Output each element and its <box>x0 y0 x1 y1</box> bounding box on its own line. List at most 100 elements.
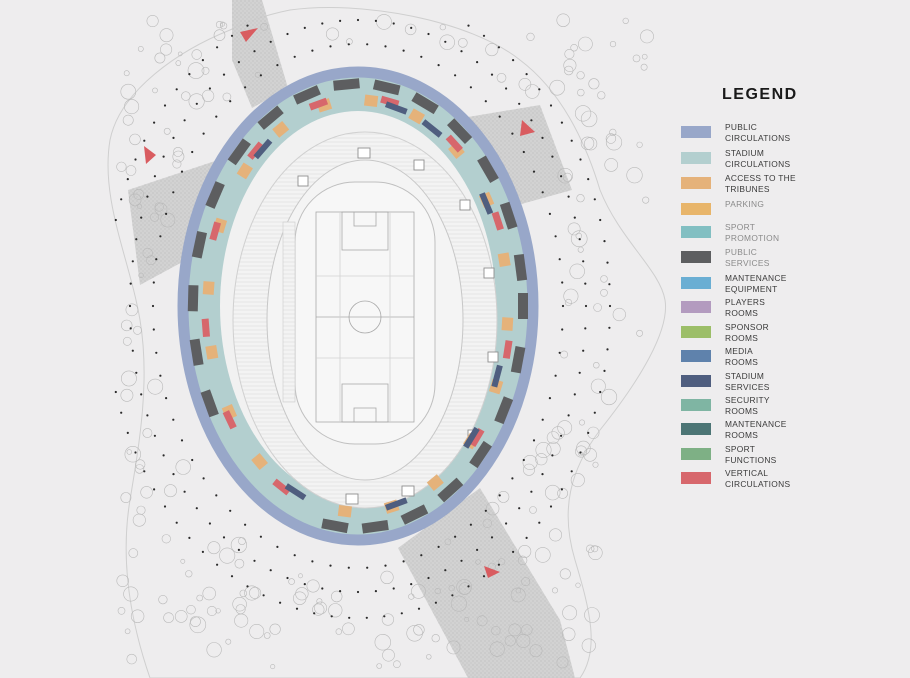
light-dot <box>347 43 350 46</box>
light-dot <box>538 521 541 524</box>
room-access-to-the-tribunes <box>205 344 219 360</box>
tree <box>206 605 217 616</box>
tree <box>202 586 216 601</box>
light-dot <box>222 536 226 539</box>
room-access-to-the-tribunes <box>236 162 253 180</box>
tree-canopy <box>116 13 654 670</box>
light-dot <box>131 260 134 263</box>
light-dot <box>347 566 350 569</box>
light-dot <box>348 616 351 619</box>
tree <box>138 272 144 279</box>
room-access-to-the-tribunes <box>337 504 353 518</box>
light-dot <box>554 235 557 238</box>
tree <box>225 638 232 645</box>
light-dot <box>417 607 421 610</box>
tree <box>116 161 127 172</box>
tree <box>583 447 597 462</box>
light-dot <box>175 521 178 524</box>
light-dot <box>374 590 377 593</box>
tree <box>260 22 269 31</box>
legend-item-parking: PARKING <box>681 199 901 221</box>
tree <box>133 189 144 200</box>
tree <box>590 378 606 394</box>
light-dot <box>303 26 306 29</box>
light-dot <box>482 34 486 37</box>
tree <box>439 24 446 31</box>
tree <box>578 419 585 426</box>
light-dot <box>259 74 262 77</box>
light-dot <box>152 281 155 284</box>
tree <box>570 473 585 488</box>
legend-label: PUBLIC SERVICES <box>725 247 770 268</box>
light-dot <box>560 121 564 124</box>
room-public-services <box>321 518 349 534</box>
light-dot <box>548 397 552 400</box>
tree <box>636 141 643 148</box>
tree <box>535 453 548 466</box>
tree <box>188 93 205 110</box>
tree <box>134 464 145 474</box>
light-dot <box>180 170 184 173</box>
tree <box>576 71 585 80</box>
tree <box>593 303 602 312</box>
light-dot <box>195 102 198 105</box>
light-dot <box>384 45 387 48</box>
legend-item-media-rooms: MEDIA ROOMS <box>681 346 901 368</box>
tree <box>120 388 134 402</box>
tree <box>577 88 585 97</box>
room-public-services <box>510 346 526 374</box>
room-vertical-circulations <box>502 340 513 359</box>
room-public-services <box>361 520 389 534</box>
tree <box>413 624 425 636</box>
tree <box>580 110 598 128</box>
light-dot <box>126 178 129 181</box>
tree <box>122 114 134 126</box>
light-dot <box>131 349 134 352</box>
tree <box>562 605 577 621</box>
light-dot <box>222 73 226 76</box>
tree <box>609 128 617 136</box>
tree <box>147 378 164 395</box>
legend-item-access-to-the-tribunes: ACCESS TO THE TRIBUNES <box>681 173 901 195</box>
tree <box>592 461 599 468</box>
room-vertical-circulations <box>272 478 291 496</box>
light-dot <box>215 115 218 118</box>
stands <box>232 131 498 509</box>
stadium-site-plan <box>107 0 667 678</box>
tree <box>593 362 600 369</box>
light-dot <box>587 178 590 181</box>
tree <box>124 99 140 115</box>
light-dot <box>532 170 536 173</box>
tree <box>605 133 617 144</box>
tree <box>222 92 232 102</box>
tree <box>563 288 579 304</box>
light-dot <box>573 216 576 219</box>
entrance-markers <box>144 28 535 578</box>
light-dot <box>410 26 413 29</box>
room-public-services <box>227 138 251 166</box>
light-dot <box>172 418 175 421</box>
light-dot <box>293 55 296 58</box>
light-dot <box>188 536 191 540</box>
light-dot <box>402 560 405 563</box>
entrance-marker-west <box>144 146 156 164</box>
light-dot <box>584 327 587 330</box>
light-dot <box>175 88 178 91</box>
tree <box>562 172 572 182</box>
tree <box>535 441 552 458</box>
tree <box>335 628 342 635</box>
legend-item-stadium-circulations: STADIUM CIRCULATIONS <box>681 148 901 170</box>
light-dot <box>561 281 564 284</box>
tree <box>160 43 173 56</box>
light-dot <box>498 494 501 497</box>
light-dot <box>321 587 324 590</box>
light-dot <box>329 45 332 48</box>
light-dot <box>135 371 138 374</box>
room-public-services <box>400 504 429 525</box>
entrance-marker-south <box>484 566 500 578</box>
light-dot <box>114 218 117 222</box>
tree <box>557 420 573 436</box>
light-dot <box>172 473 175 476</box>
tree <box>230 536 247 554</box>
tree <box>207 541 221 555</box>
